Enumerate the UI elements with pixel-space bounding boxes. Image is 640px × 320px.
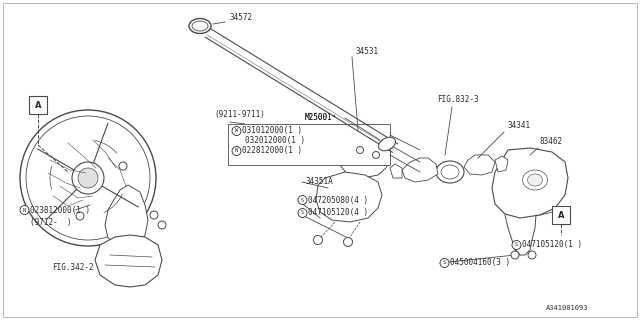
Circle shape [232, 126, 241, 135]
Circle shape [372, 151, 380, 158]
Text: A: A [557, 211, 564, 220]
Ellipse shape [379, 137, 396, 151]
Text: FIG.832-3: FIG.832-3 [437, 95, 479, 105]
Polygon shape [390, 164, 402, 178]
Text: S: S [443, 260, 446, 266]
Text: (9712-  ): (9712- ) [30, 218, 72, 227]
Polygon shape [316, 172, 382, 222]
Text: M25001ⁱ: M25001ⁱ [305, 114, 337, 123]
Text: W: W [235, 129, 238, 133]
Polygon shape [464, 155, 495, 175]
Polygon shape [340, 132, 390, 178]
Text: 045004160(3 ): 045004160(3 ) [450, 259, 510, 268]
Ellipse shape [189, 19, 211, 34]
Circle shape [298, 209, 307, 218]
Ellipse shape [441, 165, 459, 179]
Text: A341001093: A341001093 [546, 305, 589, 311]
Text: 047205080(4 ): 047205080(4 ) [308, 196, 368, 204]
Text: 047105120(4 ): 047105120(4 ) [308, 209, 368, 218]
Circle shape [344, 237, 353, 246]
Text: 047105120(1 ): 047105120(1 ) [522, 241, 582, 250]
Circle shape [119, 162, 127, 170]
Circle shape [440, 259, 449, 268]
Text: 032012000(1 ): 032012000(1 ) [245, 137, 305, 146]
Polygon shape [95, 235, 162, 287]
Circle shape [232, 147, 241, 156]
Ellipse shape [522, 170, 547, 190]
Circle shape [512, 241, 521, 250]
Text: N: N [235, 148, 238, 154]
Circle shape [20, 110, 156, 246]
Polygon shape [105, 185, 148, 248]
FancyBboxPatch shape [552, 206, 570, 224]
Circle shape [356, 147, 364, 154]
Text: 83462: 83462 [540, 138, 563, 147]
Text: 34531: 34531 [355, 47, 378, 57]
Text: N: N [23, 207, 26, 212]
Circle shape [72, 162, 104, 194]
Circle shape [26, 116, 150, 240]
Circle shape [150, 211, 158, 219]
Polygon shape [402, 158, 438, 182]
Ellipse shape [436, 161, 464, 183]
Text: (9211-9711): (9211-9711) [214, 110, 265, 119]
Polygon shape [228, 124, 390, 165]
Circle shape [76, 212, 84, 220]
Circle shape [298, 196, 307, 204]
Text: M25001ⁱ: M25001ⁱ [305, 114, 337, 123]
Ellipse shape [527, 174, 543, 186]
Text: A: A [35, 100, 41, 109]
Circle shape [528, 251, 536, 259]
Circle shape [314, 236, 323, 244]
Polygon shape [492, 148, 568, 218]
Text: 031012000(1 ): 031012000(1 ) [242, 126, 302, 135]
Circle shape [158, 221, 166, 229]
Text: 34351A: 34351A [305, 178, 333, 187]
FancyBboxPatch shape [29, 96, 47, 114]
Text: 023812000(1 ): 023812000(1 ) [30, 205, 90, 214]
Polygon shape [495, 156, 508, 172]
Text: 022812000(1 ): 022812000(1 ) [242, 147, 302, 156]
Circle shape [511, 251, 519, 259]
Circle shape [20, 205, 29, 214]
Text: FIG.342-2: FIG.342-2 [52, 263, 93, 273]
Circle shape [78, 168, 98, 188]
Text: 34572: 34572 [230, 13, 253, 22]
Ellipse shape [192, 21, 208, 31]
Text: S: S [301, 211, 304, 215]
Text: S: S [515, 243, 518, 247]
Text: 34341: 34341 [507, 121, 530, 130]
Text: S: S [301, 197, 304, 203]
